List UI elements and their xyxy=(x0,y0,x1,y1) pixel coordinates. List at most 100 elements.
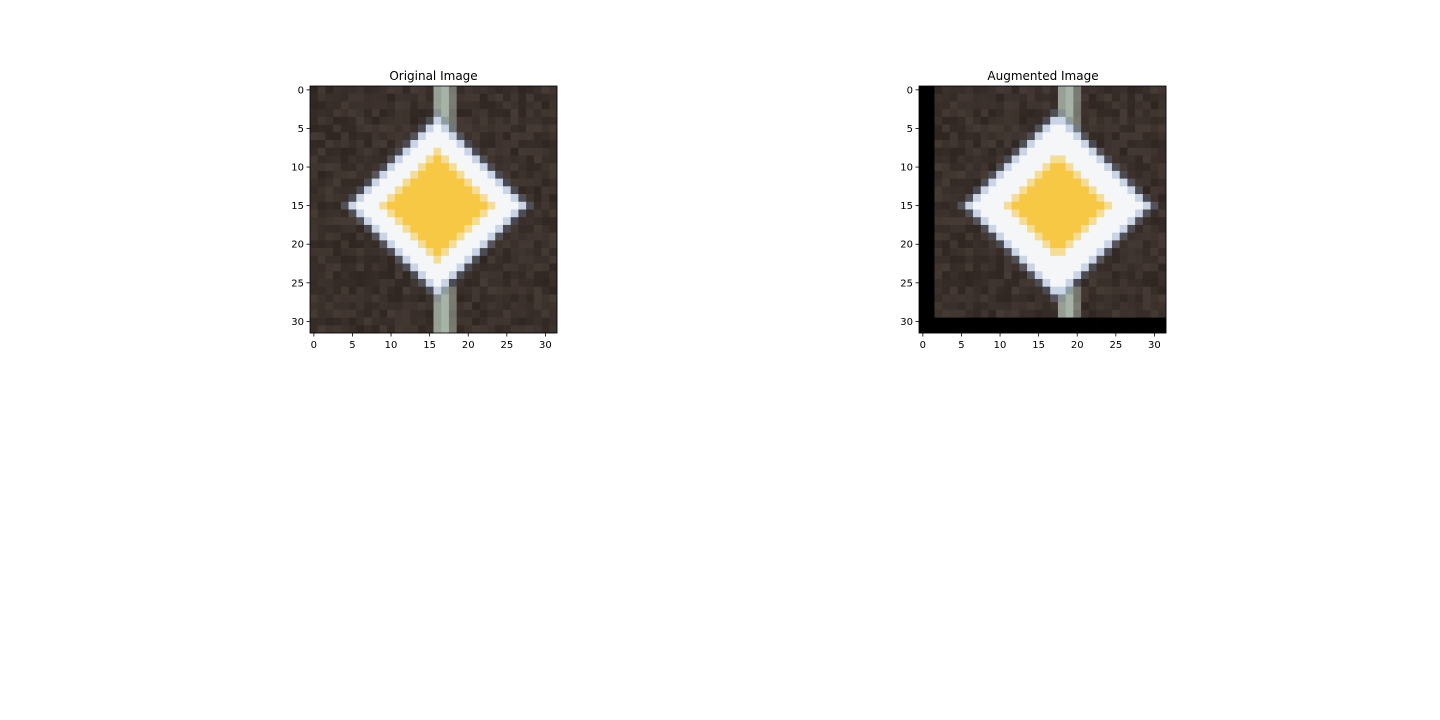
image-pixel xyxy=(1042,309,1051,318)
image-pixel xyxy=(1104,278,1113,288)
image-pixel xyxy=(1135,116,1144,125)
image-pixel xyxy=(1050,170,1059,179)
image-pixel xyxy=(526,248,535,257)
image-pixel xyxy=(340,232,349,241)
image-pixel xyxy=(518,86,527,95)
image-pixel xyxy=(1034,294,1043,303)
image-pixel xyxy=(965,140,974,149)
image-pixel xyxy=(942,93,951,102)
image-pixel xyxy=(364,201,373,210)
image-pixel xyxy=(996,317,1005,326)
image-pixel xyxy=(1065,140,1074,149)
image-pixel xyxy=(464,240,473,249)
image-pixel xyxy=(957,217,966,226)
image-pixel xyxy=(418,170,427,179)
image-pixel xyxy=(988,294,997,303)
image-pixel xyxy=(1119,302,1128,311)
image-pixel xyxy=(541,325,550,334)
image-pixel xyxy=(541,248,550,257)
image-pixel xyxy=(1003,178,1012,187)
image-pixel xyxy=(1057,93,1067,102)
image-pixel xyxy=(441,101,450,110)
image-pixel xyxy=(410,217,419,226)
image-pixel xyxy=(1003,155,1012,164)
image-pixel xyxy=(387,209,396,218)
image-pixel xyxy=(340,101,349,110)
image-pixel xyxy=(510,132,519,141)
image-pixel xyxy=(348,263,357,272)
image-pixel xyxy=(1088,309,1097,318)
image-pixel xyxy=(502,255,512,264)
image-pixel xyxy=(518,317,527,326)
image-pixel xyxy=(456,109,465,118)
image-pixel xyxy=(472,271,481,280)
image-pixel xyxy=(1034,325,1043,334)
image-pixel xyxy=(464,294,473,303)
image-pixel xyxy=(533,217,542,226)
x-tick-label: 5 xyxy=(958,340,964,351)
image-pixel xyxy=(1019,116,1028,125)
image-pixel xyxy=(387,286,396,295)
image-pixel xyxy=(340,178,349,187)
image-pixel xyxy=(487,209,496,218)
image-pixel xyxy=(1127,147,1136,156)
image-pixel xyxy=(379,232,388,241)
image-pixel xyxy=(1027,147,1036,156)
image-pixel xyxy=(549,132,558,141)
image-pixel xyxy=(464,186,473,195)
image-pixel xyxy=(410,132,419,141)
image-pixel xyxy=(533,232,542,241)
image-pixel xyxy=(333,278,342,288)
image-pixel xyxy=(980,132,989,141)
image-pixel xyxy=(973,209,982,218)
image-pixel xyxy=(495,101,504,110)
image-pixel xyxy=(448,201,458,210)
image-pixel xyxy=(394,116,403,125)
image-pixel xyxy=(1050,101,1059,110)
image-pixel xyxy=(410,155,419,164)
image-pixel xyxy=(472,209,481,218)
image-pixel xyxy=(518,109,527,118)
image-pixel xyxy=(348,170,357,179)
image-pixel xyxy=(495,309,504,318)
image-pixel xyxy=(487,109,496,118)
image-pixel xyxy=(402,217,411,226)
image-pixel xyxy=(464,286,473,295)
image-pixel xyxy=(418,109,427,118)
image-pixel xyxy=(926,309,935,318)
image-pixel xyxy=(1142,286,1151,295)
image-pixel xyxy=(541,309,550,318)
image-pixel xyxy=(957,186,966,195)
image-pixel xyxy=(1073,194,1082,203)
image-pixel xyxy=(1034,101,1043,110)
image-pixel xyxy=(1111,201,1121,210)
image-pixel xyxy=(1150,86,1159,95)
image-pixel xyxy=(448,163,458,172)
image-pixel xyxy=(1119,109,1128,118)
image-pixel xyxy=(379,124,388,133)
image-pixel xyxy=(510,317,519,326)
image-pixel xyxy=(1111,209,1121,218)
image-pixel xyxy=(1042,140,1051,149)
image-pixel xyxy=(1050,147,1059,156)
image-pixel xyxy=(934,232,943,241)
image-pixel xyxy=(464,302,473,311)
image-pixel xyxy=(1027,186,1036,195)
image-pixel xyxy=(1081,294,1090,303)
image-pixel xyxy=(464,93,473,102)
image-pixel xyxy=(371,302,380,311)
image-pixel xyxy=(1019,325,1028,334)
image-pixel xyxy=(988,255,997,264)
image-pixel xyxy=(402,240,411,249)
image-pixel xyxy=(1104,317,1113,326)
image-pixel xyxy=(1057,263,1067,272)
image-pixel xyxy=(510,232,519,241)
image-pixel xyxy=(1011,109,1020,118)
image-pixel xyxy=(425,93,434,102)
image-pixel xyxy=(988,186,997,195)
image-pixel xyxy=(980,93,989,102)
image-pixel xyxy=(425,170,434,179)
image-pixel xyxy=(980,124,989,133)
image-pixel xyxy=(394,240,403,249)
image-pixel xyxy=(549,147,558,156)
